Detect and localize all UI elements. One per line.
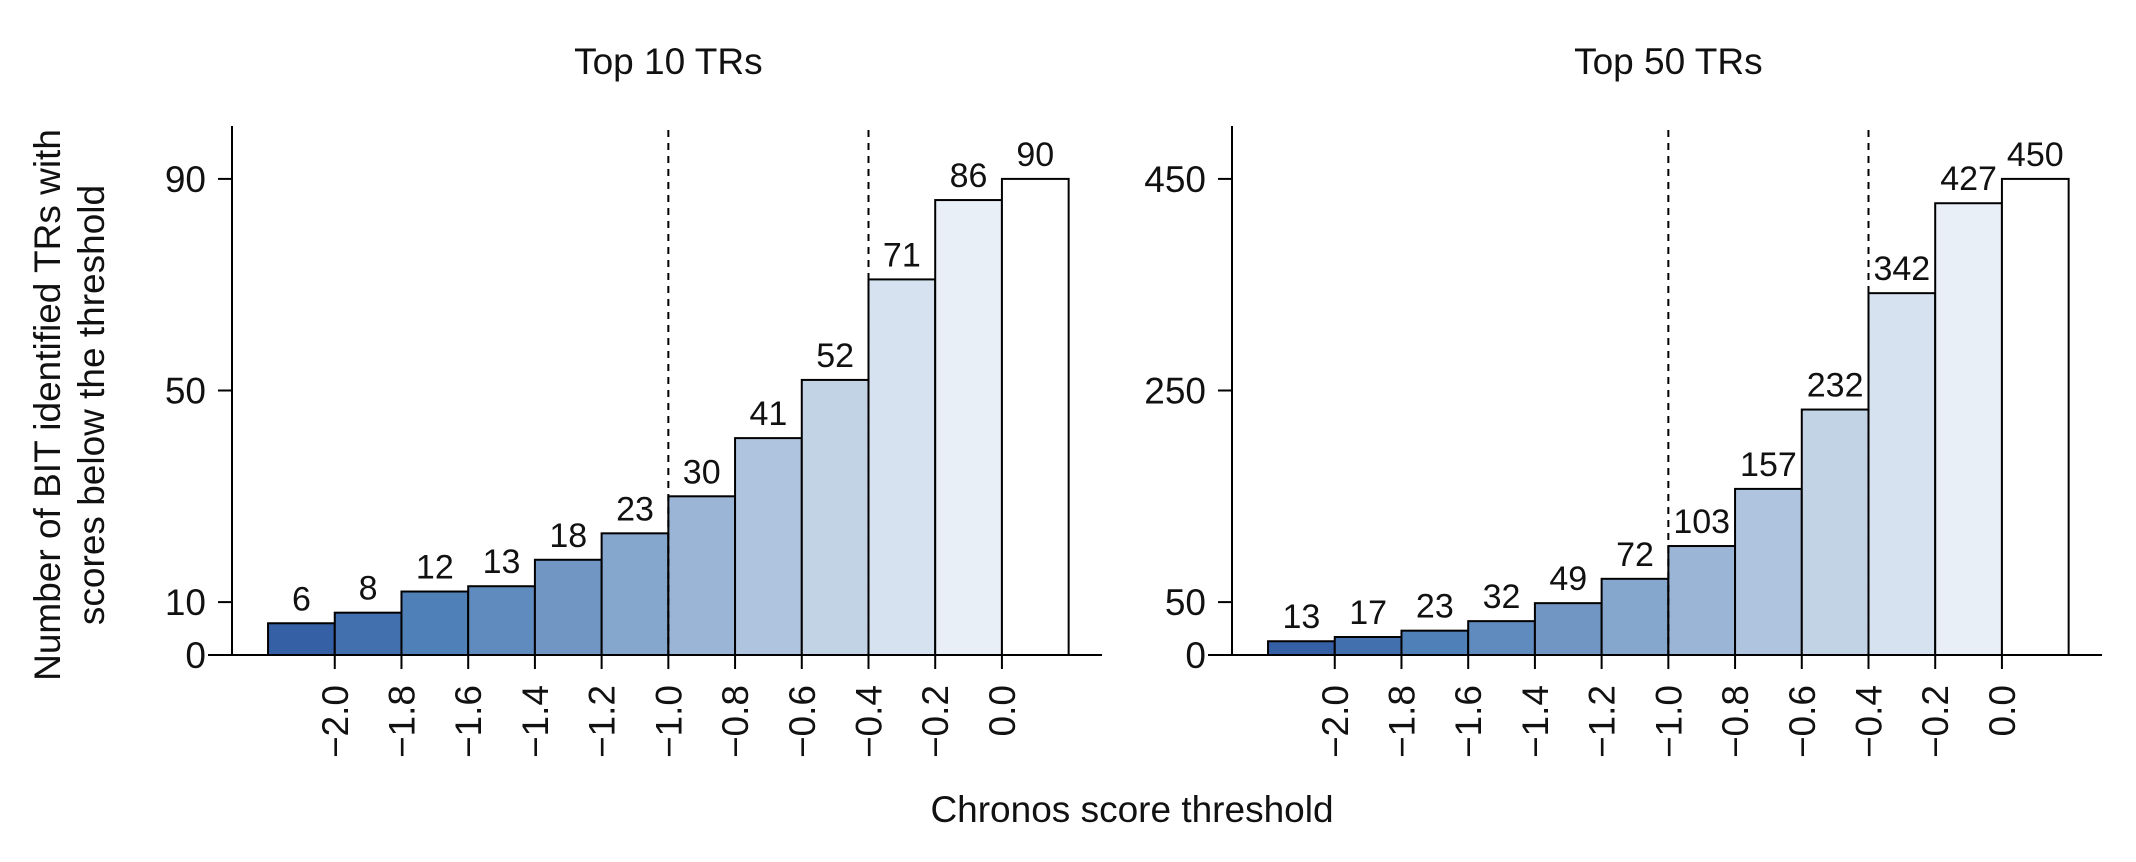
data-label: 23 [616, 490, 654, 528]
y-tick-label: 50 [165, 371, 206, 412]
bar [1000, 177, 1070, 656]
data-label: 8 [359, 570, 378, 608]
bar [934, 199, 1003, 656]
data-label: 90 [1016, 136, 1054, 174]
x-tick-label: −1.6 [448, 685, 489, 758]
y-axis-label: Number of BIT identified TRs with scores… [27, 129, 112, 681]
bar [1333, 636, 1403, 656]
chart-top-50-trs: Top 50 TRs 13 17 23 32 49 72 103 157 232 342 427 450… [1144, 41, 2102, 758]
x-tick-label: −1.8 [1381, 685, 1422, 758]
data-label: 232 [1807, 367, 1864, 405]
data-label: 13 [483, 543, 521, 581]
data-label: 13 [1282, 598, 1320, 636]
data-label: 157 [1740, 446, 1797, 484]
x-tick-label: −1.8 [381, 685, 422, 758]
bar [800, 378, 870, 656]
bar [533, 558, 603, 657]
bar [1533, 602, 1603, 657]
x-tick-label: −0.6 [1782, 685, 1823, 758]
x-tick-label: −0.8 [715, 685, 756, 758]
chart-top-10-trs: Top 10 TRs 6 8 12 13 18 23 30 41 52 71 86 90 0 10 50 90 −… [165, 41, 1102, 758]
x-tick-label: −0.8 [1715, 685, 1756, 758]
x-tick-label: −0.2 [915, 685, 956, 758]
y-tick-label: 50 [1165, 582, 1206, 623]
y-tick-label: 0 [1185, 635, 1206, 676]
y-tick-label: 250 [1144, 371, 1206, 412]
data-label: 86 [950, 157, 988, 195]
bar [400, 590, 470, 657]
data-label: 52 [816, 337, 854, 375]
bar [600, 532, 670, 657]
bar [667, 495, 737, 656]
data-label: 72 [1616, 536, 1654, 574]
x-tick-label: −1.0 [1648, 685, 1689, 758]
data-label: 23 [1416, 588, 1454, 626]
data-label: 342 [1873, 250, 1930, 288]
bar [267, 622, 336, 657]
data-label: 6 [292, 580, 311, 618]
data-label: 427 [1940, 160, 1997, 198]
x-tick-label: 0.0 [982, 685, 1023, 736]
x-tick-label: −2.0 [315, 685, 356, 758]
x-axis-label: Chronos score threshold [930, 789, 1333, 830]
bar [1467, 620, 1536, 656]
bar [1800, 408, 1870, 656]
chart-title: Top 50 TRs [1574, 41, 1763, 82]
chart-title: Top 10 TRs [574, 41, 763, 82]
y-tick-label: 10 [165, 582, 206, 623]
data-label: 32 [1483, 578, 1521, 616]
data-label: 49 [1549, 560, 1587, 598]
bar [1667, 545, 1737, 656]
y-tick-label: 90 [165, 159, 206, 200]
x-tick-label: −1.4 [1515, 685, 1556, 758]
data-label: 17 [1349, 594, 1387, 632]
x-tick-label: −2.0 [1315, 685, 1356, 758]
x-tick-label: −0.4 [848, 685, 889, 758]
data-label: 30 [683, 453, 721, 491]
y-axis-label-line-1: Number of BIT identified TRs with [27, 129, 68, 681]
x-tick-label: −1.6 [1448, 685, 1489, 758]
bar [867, 278, 937, 656]
bar [1267, 640, 1336, 656]
x-tick-label: −1.4 [515, 685, 556, 758]
data-label: 12 [416, 549, 454, 587]
x-tick-label: −1.2 [582, 685, 623, 758]
x-tick-label: −0.4 [1848, 685, 1889, 758]
bar [1400, 629, 1470, 657]
x-tick-label: −0.6 [782, 685, 823, 758]
bar [1600, 577, 1670, 656]
y-axis-label-line-2: scores below the threshold [71, 185, 112, 625]
bar [467, 585, 536, 656]
x-tick-label: −1.2 [1582, 685, 1623, 758]
bar [1867, 292, 1937, 656]
y-tick-label: 0 [185, 635, 206, 676]
bar [734, 437, 803, 656]
x-tick-label: −1.0 [648, 685, 689, 758]
data-label: 18 [549, 517, 587, 555]
bar [2000, 177, 2070, 656]
bar [1734, 487, 1803, 657]
data-label: 71 [883, 236, 921, 274]
bar [1934, 202, 2003, 656]
x-tick-label: 0.0 [1982, 685, 2023, 736]
y-tick-label: 450 [1144, 159, 1206, 200]
data-label: 450 [2007, 136, 2064, 174]
x-tick-label: −0.2 [1915, 685, 1956, 758]
data-label: 41 [750, 395, 788, 433]
bar [333, 611, 403, 656]
data-label: 103 [1673, 503, 1730, 541]
